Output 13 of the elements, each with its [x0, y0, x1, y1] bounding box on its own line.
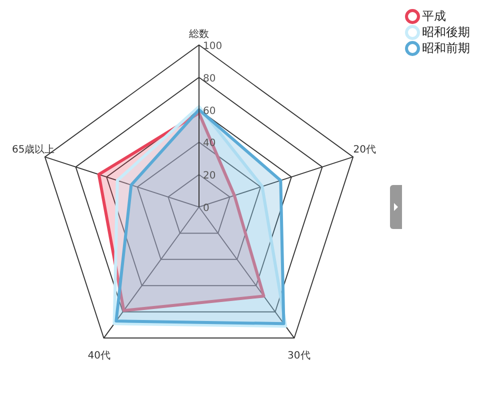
legend-label: 昭和後期: [422, 24, 470, 40]
y-tick-label: 60: [203, 106, 216, 117]
y-tick-label: 0: [203, 203, 210, 214]
spoke-label: 20代: [353, 144, 376, 156]
spoke-label: 65歳以上: [12, 143, 55, 156]
spoke-label: 総数: [188, 28, 209, 40]
y-tick-label: 100: [203, 41, 222, 52]
legend-label: 平成: [422, 8, 446, 24]
spoke-label: 40代: [88, 350, 110, 362]
legend-label: 昭和前期: [422, 40, 470, 56]
y-tick-label: 80: [203, 73, 216, 84]
spoke-label: 30代: [288, 350, 310, 362]
y-tick-label: 20: [203, 170, 216, 182]
